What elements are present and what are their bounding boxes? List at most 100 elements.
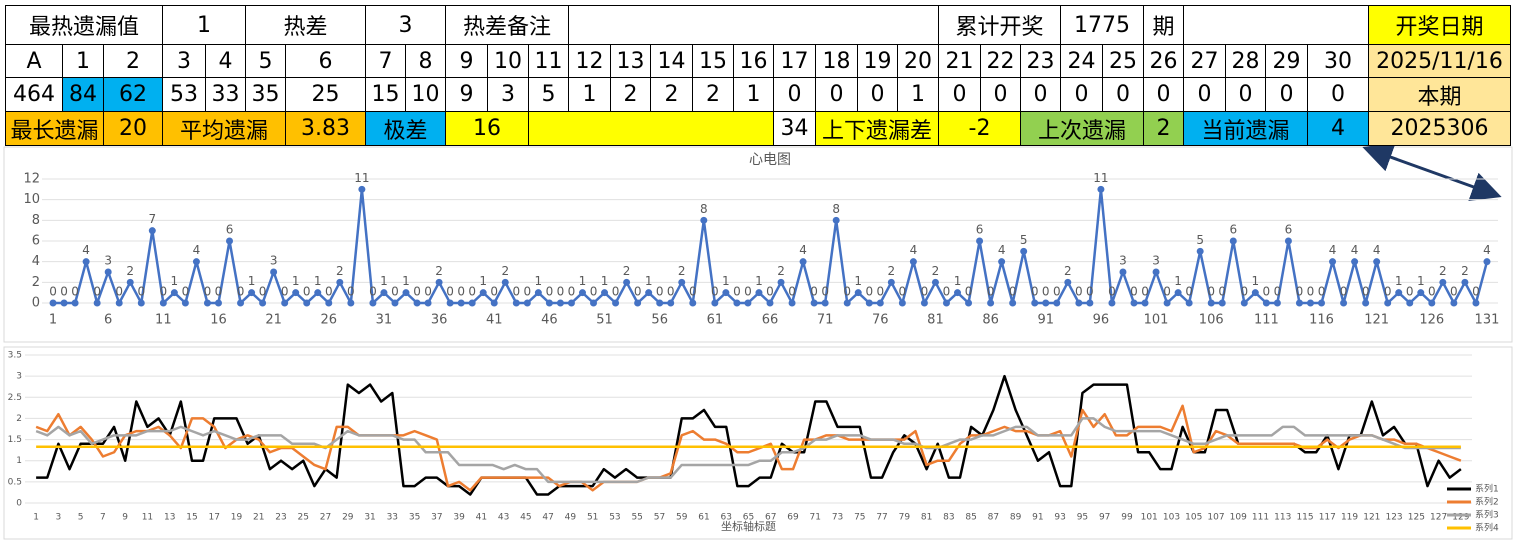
x-tick-label: 39	[453, 513, 465, 523]
data-label: 3	[1119, 254, 1127, 268]
marker	[457, 299, 465, 307]
x-tick-label: 117	[1319, 513, 1336, 523]
data-label: 0	[546, 285, 554, 299]
marker	[126, 278, 134, 286]
cell: 9	[445, 44, 488, 78]
x-tick-label: 49	[565, 513, 577, 523]
cell: 0	[1102, 77, 1144, 112]
data-label: 0	[744, 285, 752, 299]
x-tick-label: 121	[1363, 513, 1380, 523]
x-tick-label: 67	[765, 513, 776, 523]
marker	[1295, 299, 1303, 307]
x-tick-label: 46	[541, 313, 558, 328]
cell: 14	[650, 44, 693, 78]
cell: 1	[568, 77, 611, 112]
marker	[214, 299, 222, 307]
x-tick-label: 21	[265, 313, 282, 328]
x-tick-label: 101	[1144, 313, 1169, 328]
x-tick-label: 111	[1252, 513, 1269, 523]
cell: 当前遗漏	[1183, 111, 1308, 146]
marker	[1273, 299, 1281, 307]
data-label: 0	[182, 285, 190, 299]
x-tick-label: 19	[231, 513, 243, 523]
data-label: 1	[1395, 274, 1403, 288]
cell: 0	[1307, 77, 1369, 112]
marker	[1483, 258, 1491, 266]
cell: 热差	[245, 5, 366, 45]
data-label: 0	[810, 285, 818, 299]
cell: 1	[162, 5, 246, 45]
data-label: 6	[226, 223, 234, 237]
data-label: 0	[1042, 285, 1050, 299]
data-label: 0	[160, 285, 168, 299]
sheet-table: 最热遗漏值 1 热差 3 热差备注 累计开奖 1775 期开奖日期 A 1 2 3 4 5 6 7 8 9 10 11…	[0, 0, 1517, 150]
x-tick-label: 109	[1230, 513, 1247, 523]
marker	[601, 289, 609, 297]
data-label: 0	[347, 285, 355, 299]
x-tick-label: 1	[49, 313, 57, 328]
data-label: 0	[281, 285, 289, 299]
data-label: 0	[1163, 285, 1171, 299]
cell: 15	[365, 77, 406, 112]
marker	[777, 278, 785, 286]
marker	[82, 258, 90, 266]
marker	[259, 299, 267, 307]
marker	[612, 299, 620, 307]
data-label: 4	[1351, 243, 1359, 257]
marker	[93, 299, 101, 307]
marker	[1240, 299, 1248, 307]
y-tick-label: 0	[32, 296, 40, 311]
data-label: 0	[965, 285, 973, 299]
x-tick-label: 36	[431, 313, 448, 328]
marker	[733, 299, 741, 307]
x-tick-label: 89	[1010, 513, 1022, 523]
data-label: 0	[391, 285, 399, 299]
marker	[1075, 299, 1083, 307]
marker	[435, 278, 443, 286]
x-tick-label: 9	[122, 513, 128, 523]
marker	[865, 299, 873, 307]
cell: 热差备注	[445, 5, 569, 45]
marker	[1229, 237, 1237, 245]
cell: 1	[62, 44, 104, 78]
data-label: 11	[1093, 171, 1108, 185]
x-tick-label: 73	[832, 513, 843, 523]
data-label: 0	[689, 285, 697, 299]
empty-cell	[568, 5, 939, 45]
data-label: 0	[733, 285, 741, 299]
cell: 2	[1143, 111, 1184, 146]
cell: 1	[897, 77, 939, 112]
cell: 11	[528, 44, 569, 78]
data-label: 1	[402, 274, 410, 288]
data-label: 0	[821, 285, 829, 299]
marker	[314, 289, 322, 297]
x-tick-label: 77	[876, 513, 887, 523]
data-label: 4	[910, 243, 918, 257]
data-label: 0	[303, 285, 311, 299]
marker	[347, 299, 355, 307]
cell: 最热遗漏值	[5, 5, 163, 45]
cell: 2025/11/16	[1368, 44, 1511, 78]
data-label: 3	[270, 254, 278, 268]
data-label: 0	[1108, 285, 1116, 299]
data-label: 4	[998, 243, 1006, 257]
cell: 开奖日期	[1368, 5, 1511, 45]
cell: 62	[103, 77, 163, 112]
x-tick-label: 57	[654, 513, 665, 523]
cell: 23	[1020, 44, 1061, 78]
marker	[920, 299, 928, 307]
data-label: 3	[1152, 254, 1160, 268]
data-label: 0	[656, 285, 664, 299]
data-label: 1	[601, 274, 609, 288]
x-tick-label: 105	[1185, 513, 1202, 523]
x-tick-label: 126	[1419, 313, 1444, 328]
marker	[1009, 299, 1017, 307]
x-tick-label: 11	[155, 313, 172, 328]
marker	[1262, 299, 1270, 307]
x-tick-label: 41	[486, 313, 503, 328]
data-label: 8	[700, 202, 708, 216]
series-line	[36, 374, 1462, 496]
x-tick-label: 69	[787, 513, 799, 523]
marker	[1417, 289, 1425, 297]
